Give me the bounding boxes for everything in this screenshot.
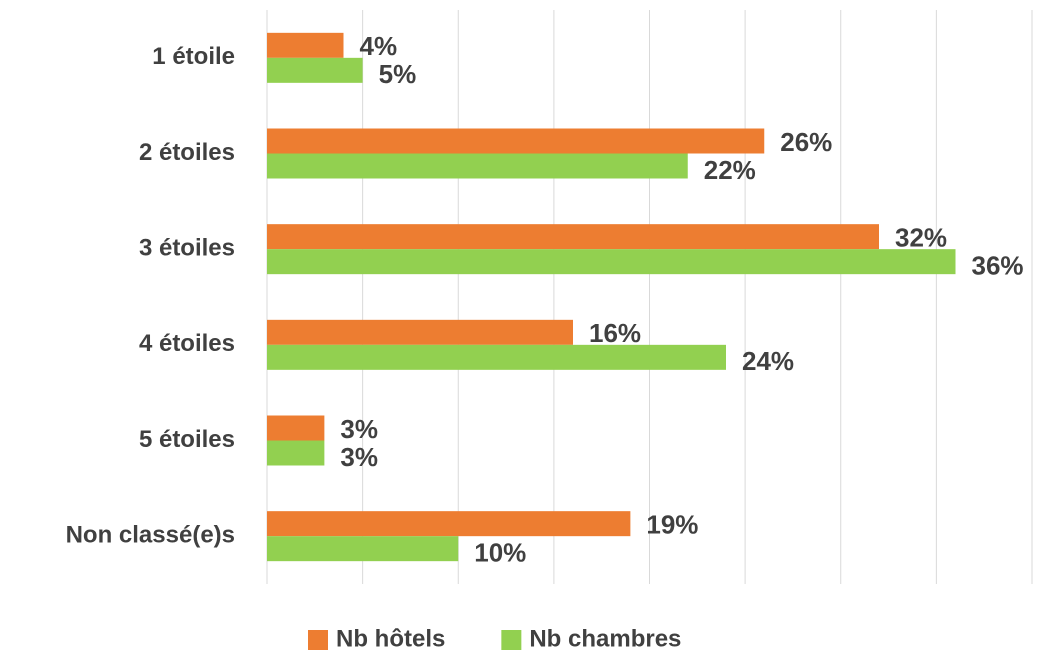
legend-label: Nb chambres bbox=[529, 625, 681, 652]
bar bbox=[267, 440, 325, 466]
data-label: 3% bbox=[340, 442, 378, 472]
legend-label: Nb hôtels bbox=[336, 625, 445, 652]
data-label: 36% bbox=[972, 251, 1024, 281]
data-label: 4% bbox=[360, 31, 398, 61]
data-label: 3% bbox=[340, 414, 378, 444]
bar bbox=[267, 128, 765, 154]
bar bbox=[267, 344, 726, 370]
bar bbox=[267, 224, 879, 250]
bar bbox=[267, 57, 363, 83]
data-label: 32% bbox=[895, 223, 947, 253]
y-tick-label: Non classé(e)s bbox=[66, 522, 235, 549]
data-label: 16% bbox=[589, 318, 641, 348]
legend-swatch bbox=[308, 630, 328, 650]
bar bbox=[267, 249, 956, 275]
y-tick-label: 3 étoiles bbox=[139, 235, 235, 262]
y-tick-label: 1 étoile bbox=[152, 43, 235, 70]
bar bbox=[267, 415, 325, 441]
data-label: 10% bbox=[474, 538, 526, 568]
y-tick-label: 4 étoiles bbox=[139, 330, 235, 357]
data-label: 22% bbox=[704, 155, 756, 185]
data-label: 24% bbox=[742, 346, 794, 376]
bar bbox=[267, 511, 631, 537]
bar bbox=[267, 319, 573, 345]
bar bbox=[267, 32, 344, 58]
bar bbox=[267, 536, 459, 562]
legend-swatch bbox=[501, 630, 522, 650]
bar bbox=[267, 153, 688, 179]
data-label: 19% bbox=[646, 510, 698, 540]
y-tick-label: 2 étoiles bbox=[139, 139, 235, 166]
y-tick-label: 5 étoiles bbox=[139, 426, 235, 453]
data-label: 26% bbox=[780, 127, 832, 157]
data-label: 5% bbox=[379, 59, 417, 89]
